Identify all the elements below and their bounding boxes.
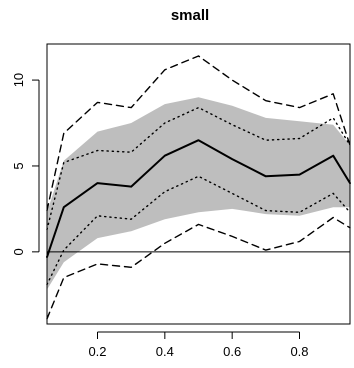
- x-tick-label: 0.4: [156, 344, 174, 359]
- x-tick-label: 0.2: [88, 344, 106, 359]
- y-tick-label: 10: [11, 73, 26, 87]
- plot-frame: [46, 43, 351, 325]
- y-tick-label: 5: [11, 162, 26, 169]
- y-axis: 0 5 10: [11, 73, 40, 255]
- series-line-outer-lower: [46, 216, 351, 320]
- chart-title: small: [171, 7, 209, 24]
- band-layer: [47, 97, 350, 290]
- x-axis: 0.2 0.4 0.6 0.8: [88, 331, 309, 359]
- series-line-inner-upper: [46, 106, 351, 231]
- series-line-center: [46, 139, 351, 258]
- y-tick-label: 0: [11, 248, 26, 255]
- line-layer: [46, 55, 351, 320]
- x-tick-label: 0.6: [223, 344, 241, 359]
- series-line-inner-lower: [46, 175, 351, 286]
- axis-layer: 0.2 0.4 0.6 0.8 0 5 10: [11, 73, 309, 359]
- series-line-outer-upper: [46, 55, 351, 212]
- confidence-band: [47, 97, 350, 290]
- x-tick-label: 0.8: [290, 344, 308, 359]
